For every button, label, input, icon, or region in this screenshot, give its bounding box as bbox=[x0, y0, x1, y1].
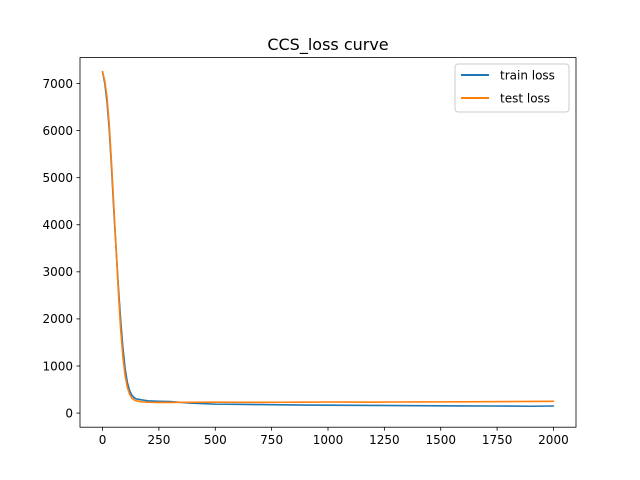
x-tick-label: 1750 bbox=[482, 433, 513, 447]
series-line-test-loss bbox=[101, 70, 555, 404]
plot-frame bbox=[79, 57, 577, 428]
y-tick-label: 7000 bbox=[42, 77, 73, 91]
series-layer bbox=[101, 70, 555, 408]
y-tick-label: 2000 bbox=[42, 312, 73, 326]
chart-legend: train loss test loss bbox=[454, 63, 570, 113]
legend-label-train-loss: train loss bbox=[500, 69, 555, 83]
y-tick-label: 0 bbox=[65, 406, 73, 420]
x-tick-label: 1250 bbox=[369, 433, 400, 447]
x-tick-label: 2000 bbox=[538, 433, 569, 447]
y-tick-label: 5000 bbox=[42, 171, 73, 185]
plot-area bbox=[80, 57, 576, 428]
y-tick-label: 6000 bbox=[42, 124, 73, 138]
legend-label-test-loss: test loss bbox=[500, 92, 550, 106]
chart-title: CCS_loss curve bbox=[267, 35, 388, 55]
x-tick-label: 750 bbox=[260, 433, 283, 447]
x-tick-label: 250 bbox=[147, 433, 170, 447]
y-tick-label: 3000 bbox=[42, 265, 73, 279]
x-tick-label: 1500 bbox=[425, 433, 456, 447]
x-tick-label: 0 bbox=[99, 433, 107, 447]
x-tick-label: 500 bbox=[204, 433, 227, 447]
y-tick-label: 1000 bbox=[42, 359, 73, 373]
axes-layer: 0 250 500 750 1000 1250 1500 1750 2000 0 1000 2000 3… bbox=[42, 57, 577, 447]
x-tick-label: 1000 bbox=[313, 433, 344, 447]
y-tick-label: 4000 bbox=[42, 218, 73, 232]
